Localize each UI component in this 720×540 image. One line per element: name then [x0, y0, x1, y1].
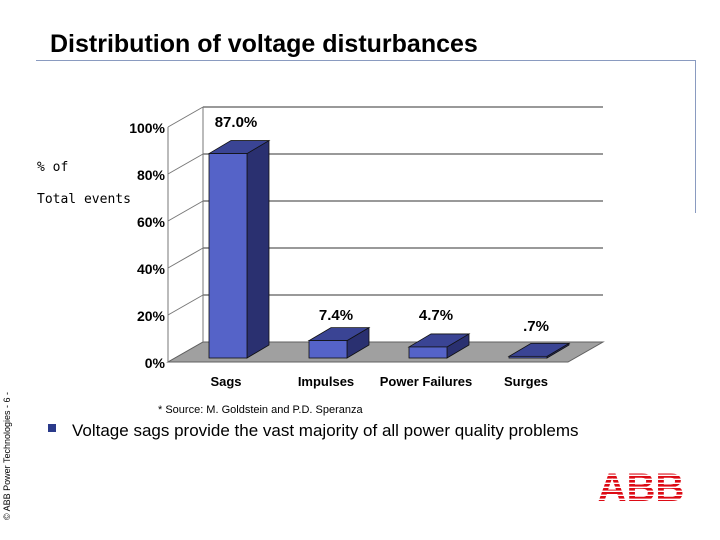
source-note: * Source: M. Goldstein and P.D. Speranza: [158, 404, 363, 416]
bar-front: [508, 355, 548, 359]
data-label: 4.7%: [419, 307, 453, 324]
y-tick-label: 20%: [137, 308, 166, 324]
gridline-diagonal-60: [167, 200, 204, 222]
gridline-diagonal-80: [167, 153, 204, 175]
bar-front: [208, 153, 248, 359]
chart-grid: [167, 106, 603, 363]
y-tick-label: 80%: [137, 167, 166, 183]
bullet-text: Voltage sags provide the vast majority o…: [72, 421, 579, 440]
logo-text: ABB: [598, 468, 685, 504]
y-axis-label-line-1: % of: [37, 160, 69, 175]
title-rule-vertical: [695, 60, 696, 213]
bar-sags: [207, 139, 271, 359]
data-label: 87.0%: [215, 114, 258, 131]
category-label: Impulses: [298, 374, 354, 389]
bar-impulses: [307, 326, 371, 359]
category-label: Surges: [504, 374, 548, 389]
data-label: .7%: [523, 318, 549, 335]
title-rule: [36, 60, 696, 61]
y-axis-label-line-2: Total events: [37, 192, 131, 207]
bar-front: [408, 346, 448, 359]
copyright-text: © ABB Power Technologies - 6 -: [2, 391, 12, 520]
bar-side: [246, 139, 270, 359]
gridline-diagonal-100: [167, 106, 204, 128]
bar-surges: [507, 342, 571, 359]
category-labels: Sags Impulses Power Failures Surges: [210, 374, 548, 389]
y-tick-label: 100%: [129, 120, 165, 136]
data-labels: 87.0% 7.4% 4.7% .7%: [215, 114, 549, 335]
y-tick-label: 0%: [145, 355, 166, 371]
abb-logo: ABB: [598, 468, 685, 504]
bar-front: [308, 340, 348, 359]
chart-floor: [166, 341, 605, 363]
chart-walls: [166, 107, 605, 363]
bar-chart: 0% 20% 40% 60% 80% 100% Sags Impulses Power Fai…: [129, 106, 605, 389]
category-label: Power Failures: [380, 374, 472, 389]
data-label: 7.4%: [319, 307, 353, 324]
square-bullet-icon: [48, 424, 56, 432]
chart-bars: [207, 139, 571, 359]
category-label: Sags: [210, 374, 241, 389]
y-tick-labels: 0% 20% 40% 60% 80% 100%: [129, 120, 165, 371]
gridline-diagonal-20: [167, 294, 204, 316]
bar-power-failures: [407, 333, 471, 359]
page-title: Distribution of voltage disturbances: [50, 30, 478, 58]
y-tick-label: 40%: [137, 261, 166, 277]
gridline-diagonal-40: [167, 247, 204, 269]
y-tick-label: 60%: [137, 214, 166, 230]
